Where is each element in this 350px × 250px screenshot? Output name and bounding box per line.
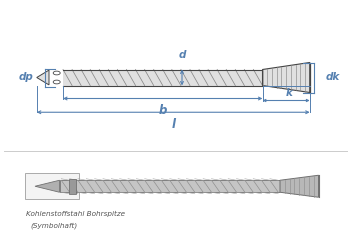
Ellipse shape xyxy=(53,71,60,75)
Polygon shape xyxy=(35,180,60,192)
FancyBboxPatch shape xyxy=(25,173,79,199)
Text: k: k xyxy=(286,88,293,99)
Text: dk: dk xyxy=(326,72,340,83)
Bar xyxy=(69,179,76,194)
Text: b: b xyxy=(159,104,167,117)
Bar xyxy=(63,70,262,86)
Ellipse shape xyxy=(53,80,60,84)
Bar xyxy=(60,180,280,192)
Text: (Symbolhaft): (Symbolhaft) xyxy=(31,222,78,229)
Polygon shape xyxy=(280,175,318,197)
Text: l: l xyxy=(171,118,175,131)
Polygon shape xyxy=(37,70,49,85)
Text: dp: dp xyxy=(18,72,33,83)
Text: Kohlenstoffstahl Bohrspitze: Kohlenstoffstahl Bohrspitze xyxy=(26,211,125,217)
Polygon shape xyxy=(262,62,310,92)
Text: d: d xyxy=(178,50,186,60)
